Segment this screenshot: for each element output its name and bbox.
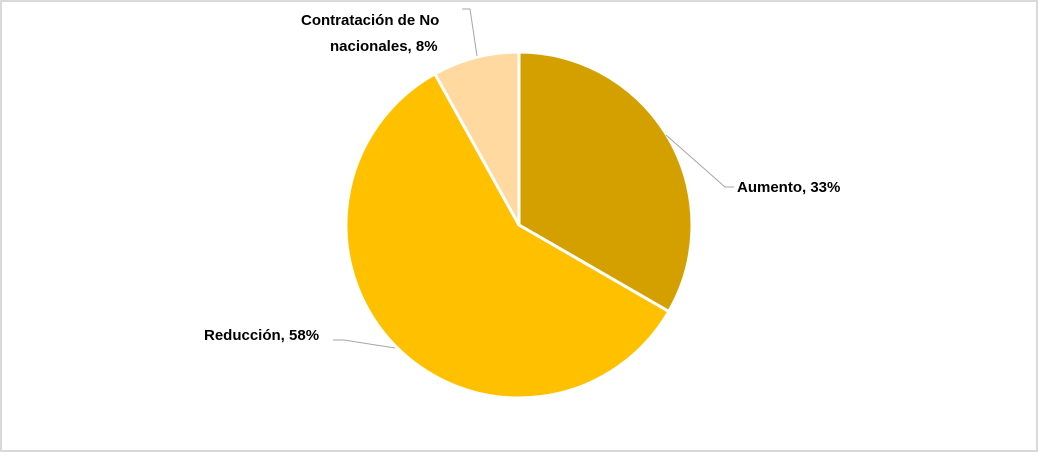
pie-slice-aumento [517,50,694,313]
label-reduccion: Reducción, 58% [204,327,319,344]
leader-line-contratacion [462,8,478,57]
label-contratacion-line2: nacionales, 8% [330,38,438,55]
leader-line-aumento [665,134,734,188]
pie-slice-contratacion [433,50,521,227]
pie-slice-reduccion [344,72,671,400]
label-aumento: Aumento, 33% [737,179,840,196]
label-contratacion-line1: Contratación de No [301,12,439,29]
pie-slices [344,50,694,400]
leader-line-reduccion [333,339,396,349]
